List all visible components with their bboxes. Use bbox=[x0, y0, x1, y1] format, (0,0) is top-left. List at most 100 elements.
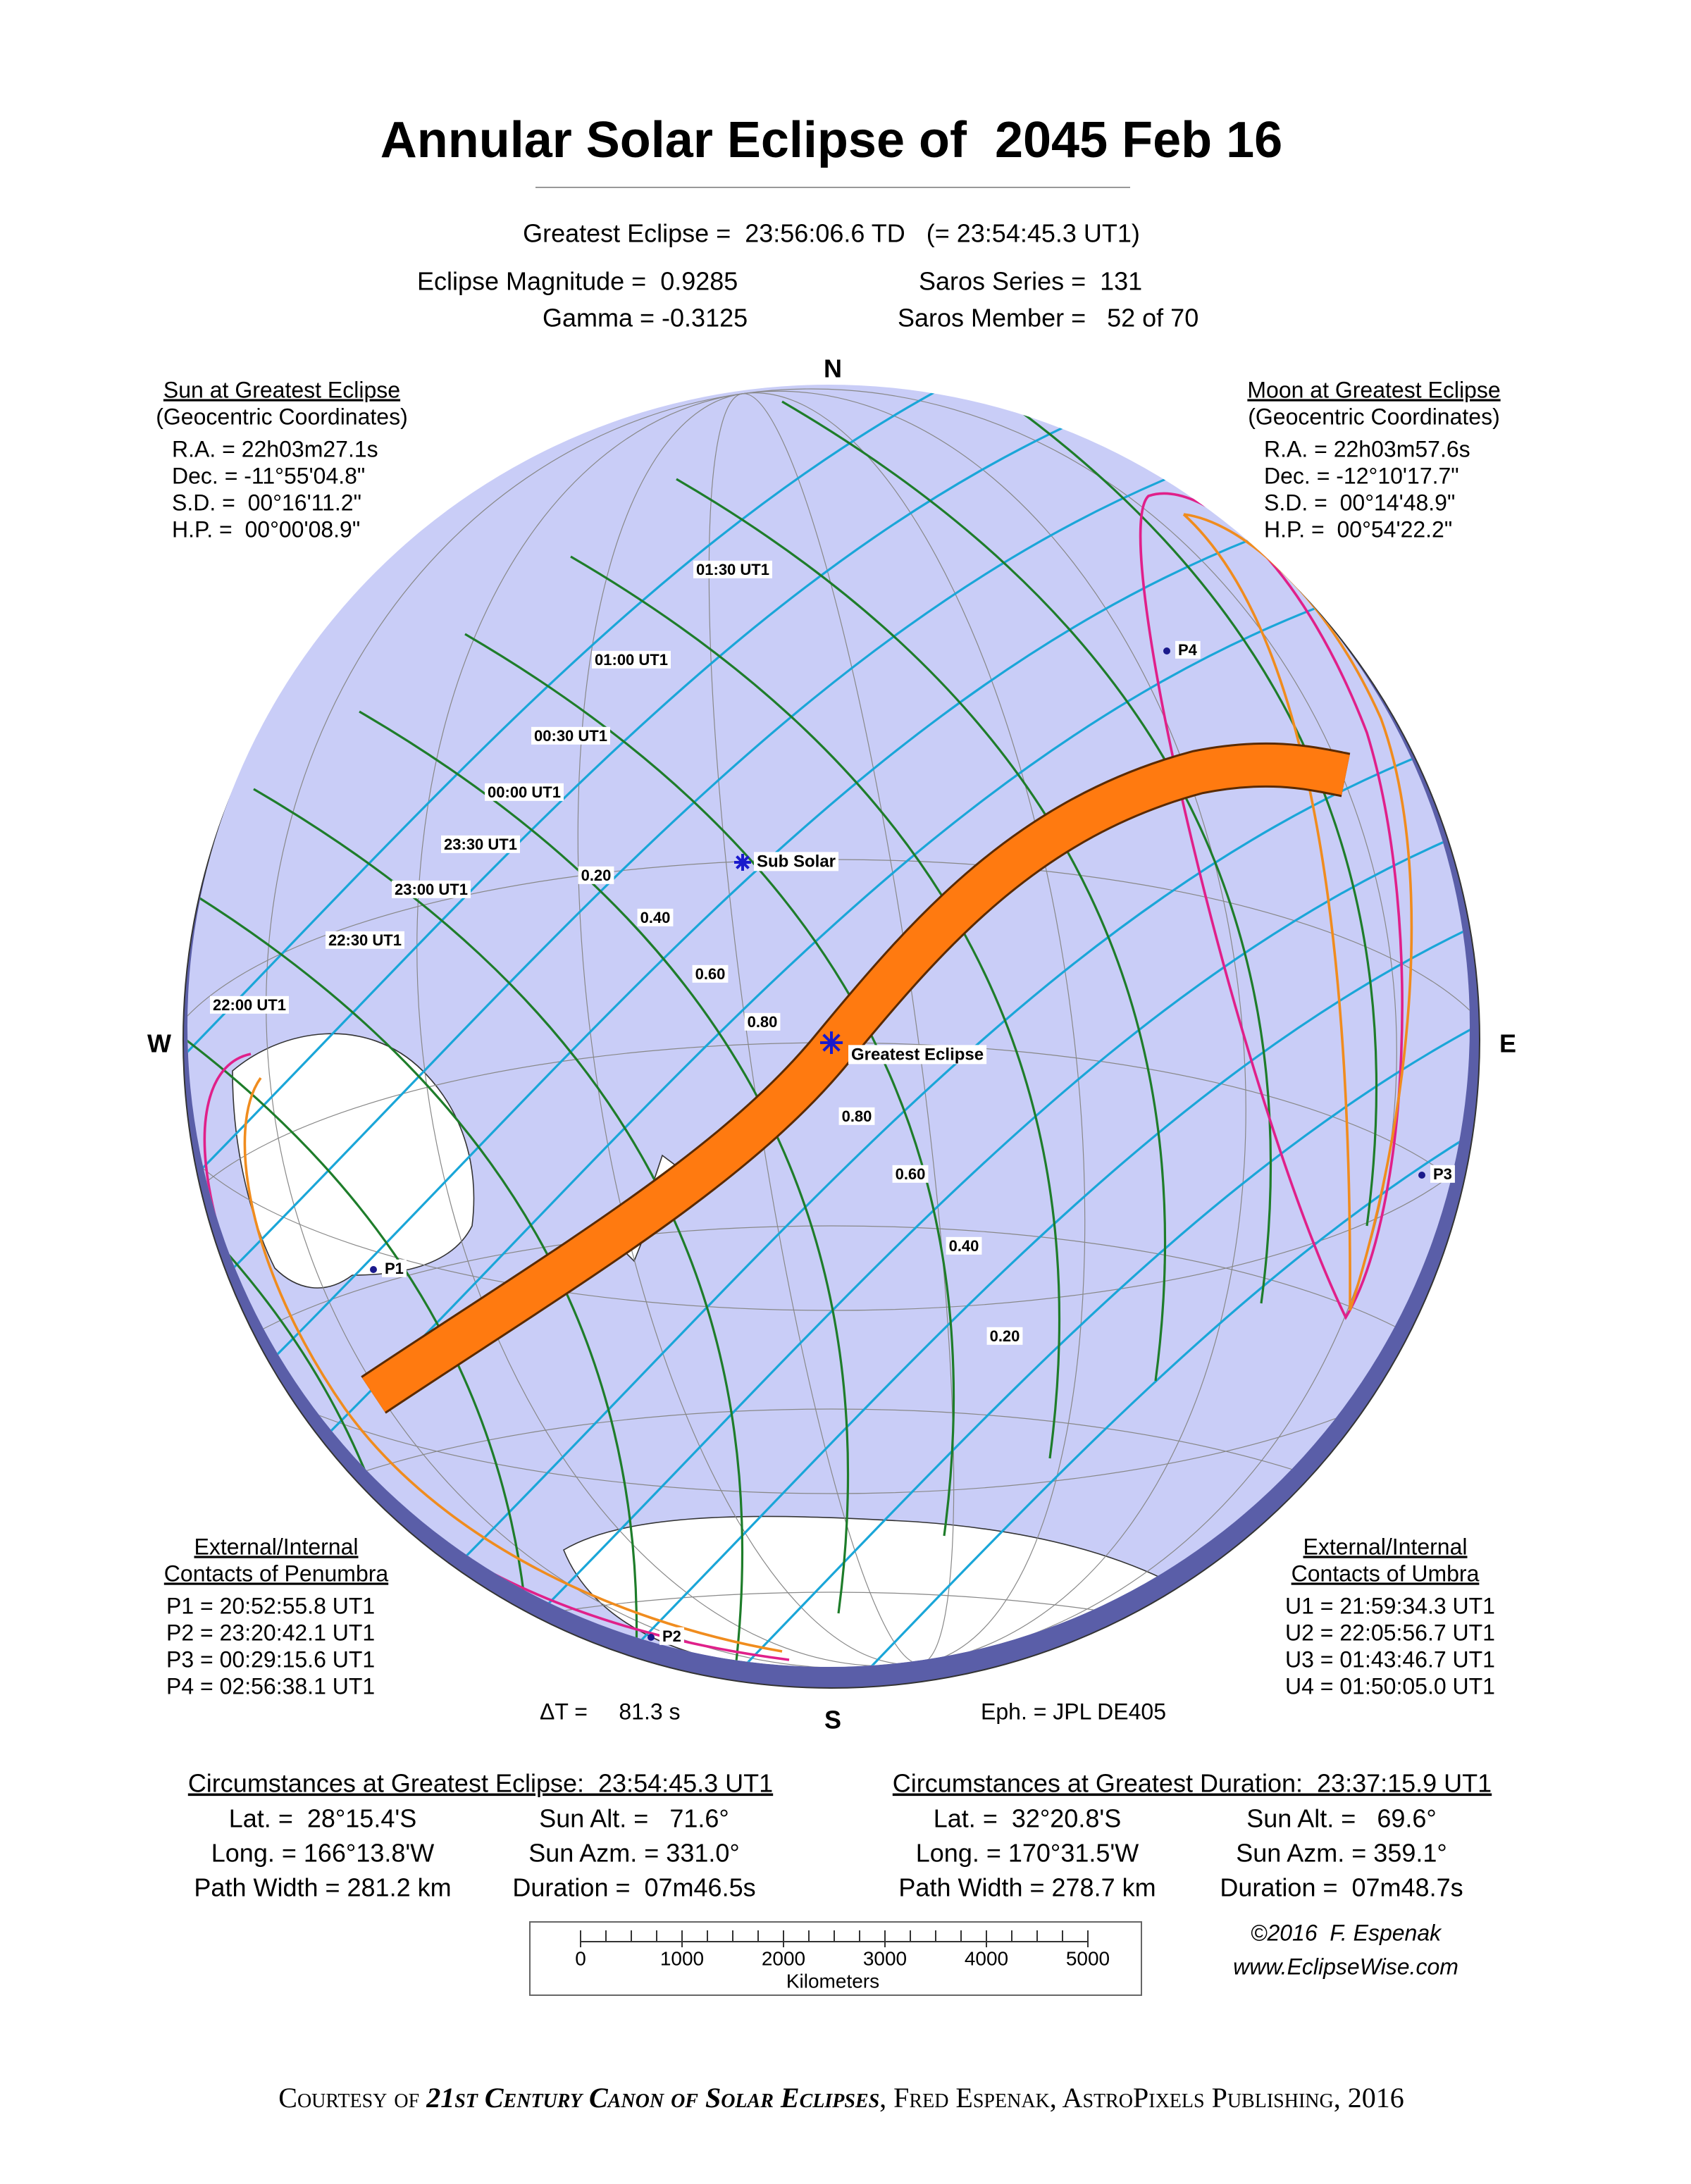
circumstance: Path Width = 278.7 km bbox=[898, 1873, 1156, 1902]
block-line: P1 = 20:52:55.8 UT1 bbox=[166, 1593, 375, 1618]
circumstance: Sun Alt. = 69.6° bbox=[1246, 1804, 1437, 1833]
time-label: 00:00 UT1 bbox=[488, 783, 561, 801]
scale-label: 0 bbox=[575, 1947, 586, 1969]
credit: ©2016 F. Espenak bbox=[1251, 1920, 1442, 1945]
penumbra-loop-east-inner bbox=[1182, 513, 1413, 1311]
credit-url: www.EclipseWise.com bbox=[1233, 1954, 1458, 1979]
scale-label: 1000 bbox=[660, 1947, 704, 1969]
time-label-bg bbox=[392, 880, 471, 898]
parallel bbox=[187, 1592, 1470, 1667]
block-line: P3 = 00:29:15.6 UT1 bbox=[166, 1646, 375, 1672]
block-line: R.A. = 22h03m57.6s bbox=[1264, 436, 1470, 461]
magnitude-curve bbox=[187, 504, 1348, 1494]
magnitude-curve bbox=[489, 931, 1470, 1667]
circumstance: Long. = 166°13.8'W bbox=[211, 1839, 435, 1868]
time-label: 23:00 UT1 bbox=[395, 881, 468, 898]
time-label: 01:00 UT1 bbox=[595, 651, 668, 669]
contact-label: P2 bbox=[662, 1627, 681, 1645]
magnitude-curve bbox=[548, 1002, 1470, 1667]
block-line: U4 = 01:50:05.0 UT1 bbox=[1285, 1673, 1495, 1699]
contact-point bbox=[648, 1634, 655, 1641]
contact-label-bg bbox=[659, 1627, 684, 1645]
time-label: 23:30 UT1 bbox=[444, 836, 517, 853]
block-line: Dec. = -11°55'04.8" bbox=[172, 463, 365, 488]
magnitude-label: 0.60 bbox=[896, 1165, 926, 1183]
circumstance: Sun Azm. = 331.0° bbox=[528, 1839, 740, 1868]
contact-point bbox=[370, 1266, 377, 1273]
circumstance: Duration = 07m46.5s bbox=[512, 1873, 755, 1902]
magnitude-label: 0.40 bbox=[949, 1237, 979, 1255]
compass: E bbox=[1499, 1029, 1516, 1058]
block-line: U1 = 21:59:34.3 UT1 bbox=[1285, 1593, 1495, 1618]
block-line: S.D. = 00°16'11.2" bbox=[172, 490, 361, 515]
greatest-label: Greatest Eclipse bbox=[851, 1045, 984, 1064]
magnitude-label: 0.20 bbox=[990, 1327, 1020, 1345]
time-label: 22:30 UT1 bbox=[328, 931, 402, 949]
time-label: 22:00 UT1 bbox=[213, 996, 286, 1014]
ephemeris: Eph. = JPL DE405 bbox=[981, 1699, 1166, 1724]
circumstance: Lat. = 28°15.4'S bbox=[229, 1804, 416, 1833]
compass: S bbox=[824, 1706, 841, 1735]
contact-label-bg bbox=[1175, 640, 1201, 659]
delta-t: ΔT = 81.3 s bbox=[540, 1699, 681, 1724]
block-heading: Moon at Greatest Eclipse bbox=[1247, 377, 1500, 402]
scale-box bbox=[529, 1921, 1142, 1996]
block-line: P4 = 02:56:38.1 UT1 bbox=[166, 1673, 375, 1699]
scale-label: 3000 bbox=[863, 1947, 907, 1969]
magnitude-curves bbox=[187, 385, 1470, 1667]
circumstances-heading: Circumstances at Greatest Duration: 23:3… bbox=[893, 1769, 1492, 1798]
block-heading: External/Internal bbox=[194, 1534, 358, 1559]
time-label-bg bbox=[485, 783, 564, 801]
time-label-bg bbox=[441, 835, 520, 853]
magnitude-label-bg bbox=[946, 1236, 982, 1255]
block-line: S.D. = 00°14'48.9" bbox=[1264, 490, 1455, 515]
contact-point bbox=[1163, 647, 1170, 654]
parallel bbox=[187, 1225, 1470, 1667]
star bbox=[736, 855, 750, 869]
block-line: R.A. = 22h03m27.1s bbox=[172, 436, 378, 461]
contact-label: P3 bbox=[1433, 1165, 1452, 1183]
magnitude-label-bg bbox=[892, 1165, 929, 1183]
block-line: U2 = 22:05:56.7 UT1 bbox=[1285, 1620, 1495, 1645]
contact-label: P4 bbox=[1178, 641, 1198, 659]
block-line: P2 = 23:20:42.1 UT1 bbox=[166, 1620, 375, 1645]
title: Annular Solar Eclipse of 2045 Feb 16 bbox=[380, 112, 1282, 168]
penumbra-loop-east bbox=[1139, 492, 1404, 1320]
contact-label-bg bbox=[1430, 1165, 1455, 1183]
magnitude-label-bg bbox=[986, 1327, 1023, 1345]
gamma: Gamma = -0.3125 bbox=[543, 304, 748, 333]
contact-label: P1 bbox=[385, 1260, 404, 1277]
magnitude-label-bg bbox=[744, 1012, 781, 1031]
scale-label: 5000 bbox=[1066, 1947, 1110, 1969]
magnitude-label-bg bbox=[692, 964, 729, 983]
circumstances-heading: Circumstances at Greatest Eclipse: 23:54… bbox=[188, 1769, 773, 1798]
footer-part: Courtesy of bbox=[278, 2082, 426, 2114]
scale-label: 4000 bbox=[965, 1947, 1008, 1969]
magnitude-label: 0.60 bbox=[695, 965, 726, 983]
magnitude-curve bbox=[311, 718, 1470, 1667]
circumstance: Sun Alt. = 71.6° bbox=[539, 1804, 729, 1833]
time-label: 01:30 UT1 bbox=[696, 561, 769, 578]
saros-member: Saros Member = 52 of 70 bbox=[898, 304, 1198, 333]
magnitude-curve bbox=[187, 385, 1229, 1351]
compass: N bbox=[824, 354, 842, 383]
star bbox=[822, 1034, 841, 1052]
block-subheading: Contacts of Umbra bbox=[1292, 1561, 1480, 1586]
block-subheading: Contacts of Penumbra bbox=[164, 1561, 389, 1586]
magnitude-label: 0.20 bbox=[581, 867, 612, 884]
contact-point bbox=[1418, 1172, 1425, 1179]
block-subheading: (Geocentric Coordinates) bbox=[156, 404, 407, 429]
time-label-bg bbox=[210, 995, 289, 1014]
footer-part: , Fred Espenak, AstroPixels Publishing, … bbox=[879, 2082, 1404, 2114]
circumstance: Long. = 170°31.5'W bbox=[916, 1839, 1139, 1868]
compass: W bbox=[147, 1029, 171, 1058]
time-label-bg bbox=[531, 726, 610, 745]
circumstance: Duration = 07m48.7s bbox=[1220, 1873, 1463, 1902]
footer: Courtesy of 21st Century Canon of Solar … bbox=[278, 2082, 1404, 2114]
magnitude-label: 0.80 bbox=[842, 1107, 872, 1125]
penumbra-loop-west-inner bbox=[243, 1077, 783, 1653]
magnitude-curve bbox=[187, 434, 1289, 1422]
parallel bbox=[187, 1408, 1470, 1667]
saros-series: Saros Series = 131 bbox=[919, 267, 1142, 296]
